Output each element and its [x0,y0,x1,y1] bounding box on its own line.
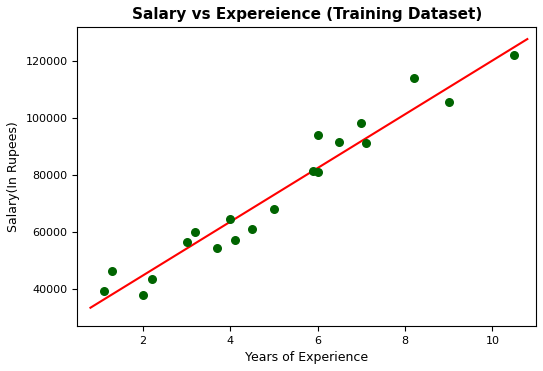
Point [269,206,278,212]
Title: Salary vs Expereience (Training Dataset): Salary vs Expereience (Training Dataset) [131,7,482,22]
Point [357,120,365,126]
Point [510,52,519,58]
Point [226,216,235,222]
Point [409,75,418,81]
Point [191,229,200,234]
Y-axis label: Salary(In Rupees): Salary(In Rupees) [7,121,20,232]
Point [230,237,239,243]
Point [138,292,147,298]
Point [335,139,344,145]
Point [313,169,322,175]
Point [248,226,256,232]
Point [313,132,322,138]
Point [182,239,191,244]
Point [444,99,453,105]
X-axis label: Years of Experience: Years of Experience [245,351,368,364]
Point [361,140,370,146]
Point [147,276,156,282]
Point [309,168,318,174]
Point [99,288,108,294]
Point [108,268,117,274]
Point [213,245,222,251]
